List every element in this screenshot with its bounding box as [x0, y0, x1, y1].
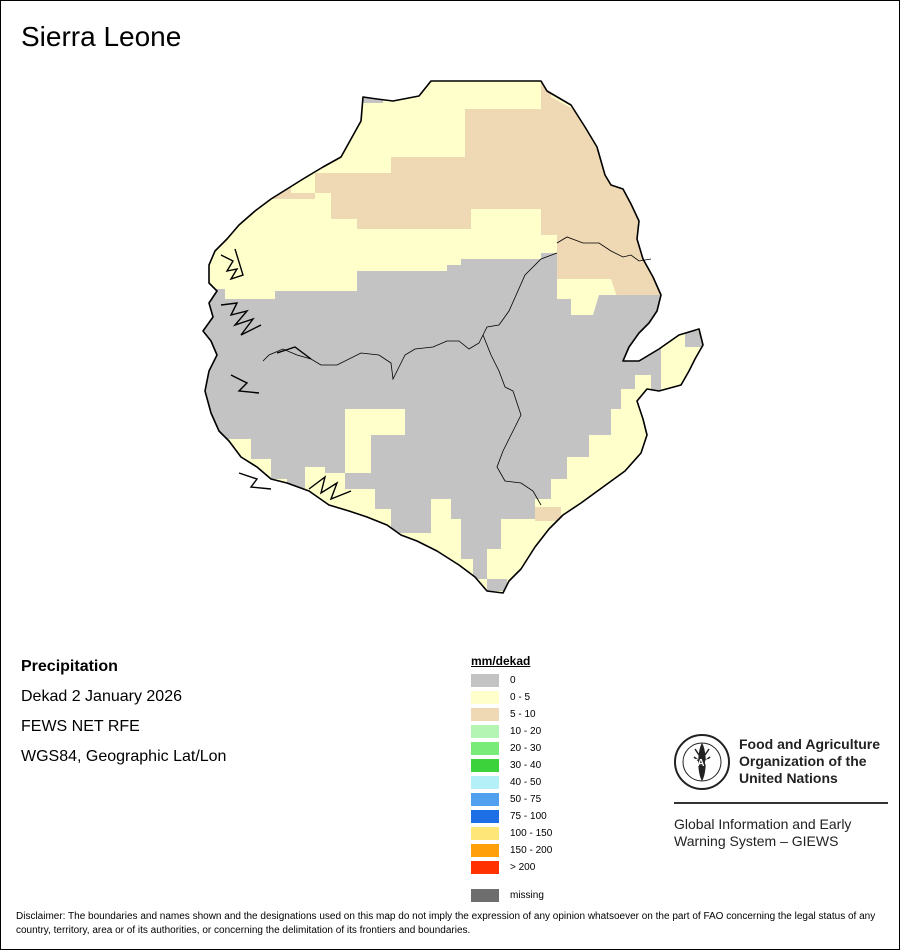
map-info: Precipitation Dekad 2 January 2026 FEWS … — [21, 657, 226, 777]
logo-divider — [674, 802, 888, 804]
class-0-area — [203, 253, 661, 593]
legend-swatch — [471, 844, 499, 857]
legend-row: 5 - 10 — [471, 706, 552, 723]
class-0-5-south — [345, 409, 473, 593]
logo-text: FAO — [692, 758, 713, 769]
coastal-inlets — [220, 248, 352, 501]
organization-name: Food and Agriculture Organization of the… — [739, 736, 880, 787]
precipitation-raster — [203, 81, 703, 593]
giews-name: Global Information and Early Warning Sys… — [674, 816, 851, 850]
source-label: FEWS NET RFE — [21, 718, 140, 735]
legend-swatch — [471, 810, 499, 823]
legend-row: 0 - 5 — [471, 689, 552, 706]
legend-row: 30 - 40 — [471, 757, 552, 774]
district-boundary-central — [262, 252, 558, 381]
legend-label: 20 - 30 — [510, 743, 542, 754]
legend-row: 50 - 75 — [471, 791, 552, 808]
legend-row: 10 - 20 — [471, 723, 552, 740]
class-0-patch-east — [685, 331, 703, 347]
class-0-patch-south — [487, 579, 507, 591]
legend-label: > 200 — [510, 862, 536, 873]
district-boundary-east — [482, 334, 542, 506]
country-outline — [202, 80, 704, 594]
legend-row: 75 - 100 — [471, 808, 552, 825]
period-label: Dekad 2 January 2026 — [21, 688, 182, 705]
fao-logo-icon: FAO — [674, 734, 730, 790]
giews-line-1: Global Information and Early — [674, 816, 852, 832]
legend-label-missing: missing — [510, 890, 544, 901]
disclaimer: Disclaimer: The boundaries and names sho… — [16, 911, 876, 936]
map-title: Sierra Leone — [21, 21, 182, 52]
giews-line-2: Warning System – GIEWS — [674, 833, 839, 849]
legend-label: 100 - 150 — [510, 828, 553, 839]
legend-swatch-missing — [471, 889, 499, 902]
district-boundaries — [262, 236, 652, 506]
legend-label: 50 - 75 — [510, 794, 542, 805]
legend-label: 0 - 5 — [510, 692, 531, 703]
legend-swatch — [471, 776, 499, 789]
legend-row: 40 - 50 — [471, 774, 552, 791]
org-name-line-3: United Nations — [739, 770, 838, 786]
legend: mm/dekad 0 0 - 5 5 - 10 10 - 20 20 - 30 30 - … — [471, 654, 552, 904]
legend-label: 150 - 200 — [510, 845, 553, 856]
legend-swatch — [471, 708, 499, 721]
precipitation-map — [202, 80, 704, 594]
legend-label: 10 - 20 — [510, 726, 542, 737]
variable-label: Precipitation — [21, 658, 118, 675]
legend-swatch — [471, 691, 499, 704]
legend-swatch — [471, 827, 499, 840]
legend-row: 0 — [471, 672, 552, 689]
legend-swatch — [471, 674, 499, 687]
legend-swatch — [471, 742, 499, 755]
legend-rows: 0 0 - 5 5 - 10 10 - 20 20 - 30 30 - 40 40 - 50… — [471, 672, 552, 876]
org-name-line-1: Food and Agriculture — [739, 736, 881, 752]
legend-swatch — [471, 759, 499, 772]
class-5-10-area — [255, 81, 661, 309]
org-name-line-2: Organization of the — [739, 753, 867, 769]
legend-row: 20 - 30 — [471, 740, 552, 757]
district-boundary-north — [556, 236, 652, 262]
legend-label: 30 - 40 — [510, 760, 542, 771]
legend-label: 40 - 50 — [510, 777, 542, 788]
legend-swatch — [471, 793, 499, 806]
class-0-patch-north — [363, 89, 383, 103]
legend-row: 100 - 150 — [471, 825, 552, 842]
legend-swatch — [471, 861, 499, 874]
legend-swatch — [471, 725, 499, 738]
legend-label: 75 - 100 — [510, 811, 547, 822]
legend-title: mm/dekad — [471, 654, 531, 668]
class-5-10-patch — [535, 507, 561, 521]
projection-label: WGS84, Geographic Lat/Lon — [21, 748, 227, 765]
legend-row: > 200 — [471, 859, 552, 876]
legend-label: 0 — [510, 675, 516, 686]
legend-label: 5 - 10 — [510, 709, 536, 720]
legend-row: 150 - 200 — [471, 842, 552, 859]
legend-row-missing: missing — [471, 887, 552, 904]
